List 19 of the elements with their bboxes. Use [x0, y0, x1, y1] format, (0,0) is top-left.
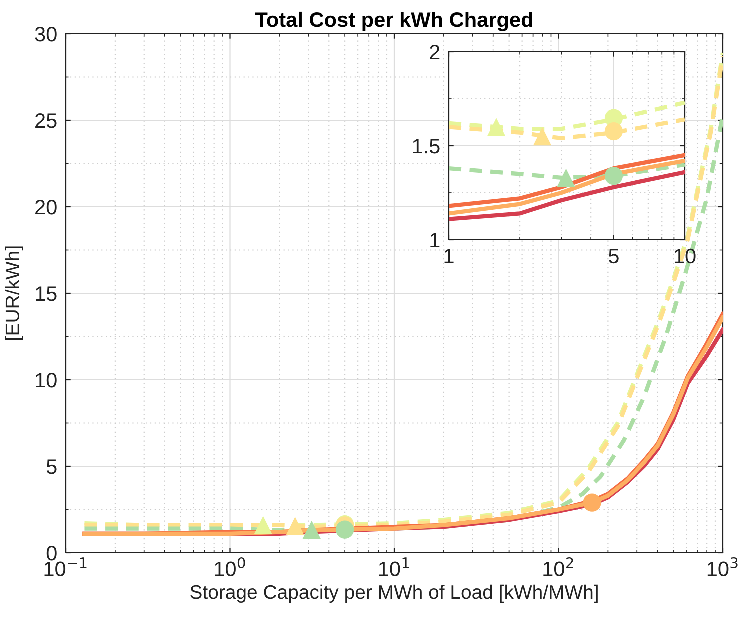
y-axis-title: [EUR/kWh]: [5, 246, 24, 340]
y-tick-label: 15: [36, 286, 57, 302]
x-axis-title: Storage Capacity per MWh of Load [kWh/MWh]: [190, 584, 598, 604]
y-tick-label: 30: [35, 27, 57, 42]
y-tick-label: 25: [36, 114, 57, 128]
y-tick-label: 2: [430, 45, 440, 60]
x-tick-label: 10$^{1}$: [379, 558, 410, 576]
y-tick-label: 10: [36, 373, 57, 388]
x-tick-label: 10$^{0}$: [215, 557, 246, 576]
y-tick-label: 1: [430, 233, 440, 248]
y-tick-label: 1.5: [413, 139, 440, 154]
x-tick-label: 10$^{2}$: [544, 557, 574, 576]
x-tick-label: 10: [675, 248, 696, 264]
x-tick-label: 10$^{3}$: [708, 557, 738, 576]
x-tick-label: 1: [444, 249, 454, 264]
y-tick-label: 5: [46, 460, 57, 474]
chart-title: Total Cost per kWh Charged: [255, 12, 532, 32]
y-tick-label: 20: [36, 200, 57, 215]
x-tick-label: 5: [609, 249, 619, 264]
